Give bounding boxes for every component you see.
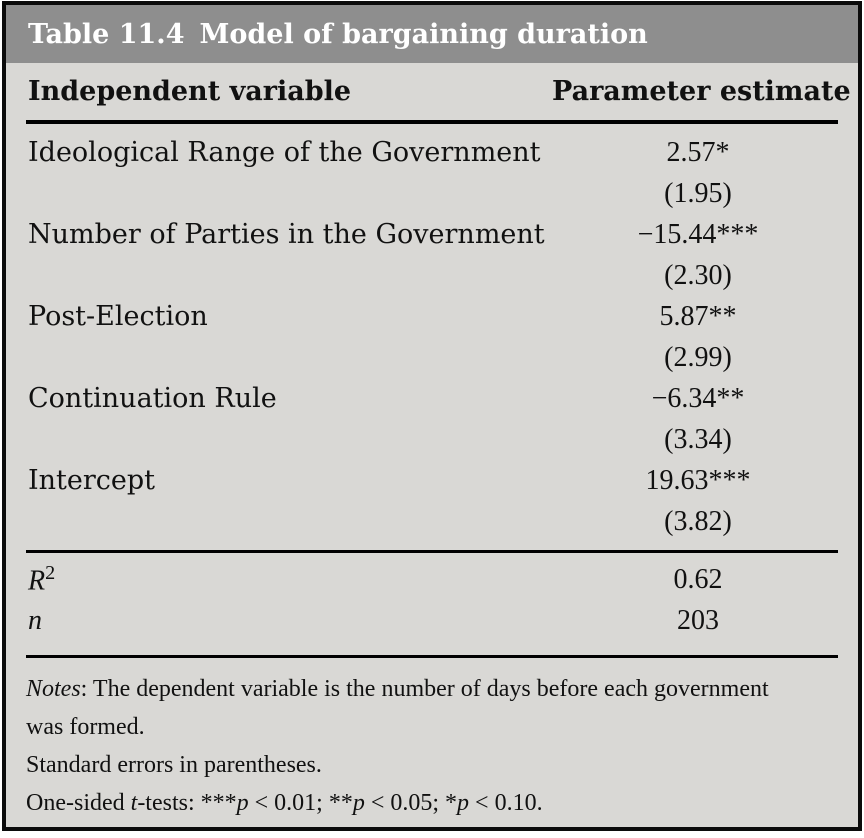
variable-label: Post-Election [28,301,208,332]
note-dependent-variable-cont: was formed. [26,714,145,740]
variable-label: Continuation Rule [28,383,277,414]
column-header-estimate: Parameter estimate [552,76,851,107]
estimate-value: 2.57* [666,136,730,168]
stars-one: * [445,790,458,816]
table-title: Model of bargaining duration [199,18,648,50]
variable-label: Intercept [28,465,156,496]
n-value: 203 [677,604,719,636]
r-squared-label: R [28,565,46,597]
header-rule [26,120,838,124]
table-row: Ideological Range of the Government 2.57… [26,132,838,214]
r-squared-exponent: 2 [45,561,56,584]
table-notes: Notes: The dependent variable is the num… [26,658,838,822]
notes-top-rule [26,655,838,658]
estimate-value: 19.63*** [645,464,751,496]
table-row: Number of Parties in the Government −15.… [26,214,838,296]
stats-top-rule [26,550,838,553]
standard-error: (2.99) [664,341,732,373]
r-squared-value: 0.62 [673,563,723,595]
n-label: n [28,604,42,636]
table-number: Table 11.4 [28,18,185,50]
variable-label: Ideological Range of the Government [28,137,541,168]
table-row: Continuation Rule −6.34** (3.34) [26,378,838,460]
estimate-value: −6.34** [651,382,745,414]
table-caption-bar: Table 11.4 Model of bargaining duration [6,5,858,63]
estimate-value: 5.87** [659,300,737,332]
note-dependent-variable: Notes: The dependent variable is the num… [26,676,769,702]
stat-row-n: n 203 [26,600,838,641]
stars-two: ** [328,790,353,816]
note-significance-levels: One-sided t-tests: ***p < 0.01; **p < 0.… [26,790,543,816]
standard-error: (1.95) [664,177,732,209]
coefficient-rows: Ideological Range of the Government 2.57… [26,124,838,542]
standard-error: (3.82) [664,505,732,537]
table-row: Post-Election 5.87** (2.99) [26,296,838,378]
standard-error: (2.30) [664,259,732,291]
column-header-row: Independent variable Parameter estimate [26,63,851,120]
table-body: Independent variable Parameter estimate … [6,63,858,822]
estimate-value: −15.44*** [637,218,759,250]
stars-three: *** [200,790,237,816]
model-statistics: R2 0.62 n 203 [26,553,838,641]
standard-error: (3.34) [664,423,732,455]
stat-row-r-squared: R2 0.62 [26,559,838,600]
note-standard-errors: Standard errors in parentheses. [26,752,322,778]
variable-label: Number of Parties in the Government [28,219,545,250]
table-row: Intercept 19.63*** (3.82) [26,460,838,542]
column-header-variable: Independent variable [28,76,352,107]
